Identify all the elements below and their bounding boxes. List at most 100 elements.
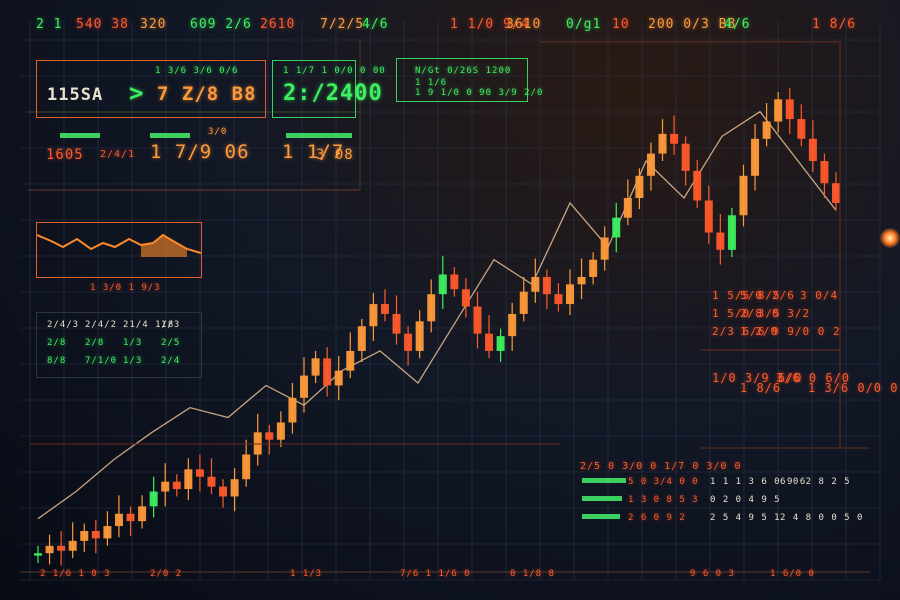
candle-body [219,486,228,497]
right-table-cell: 9 9/0 0 2 [772,325,841,338]
candle-body [612,217,621,238]
ticker-item[interactable]: 1 1/0 9/4 [450,17,530,32]
candle-body [415,321,424,351]
metric-small: 3/0 [208,127,228,137]
ticker-item[interactable]: 4/6 [724,17,751,32]
metric-b: 2/4/1 [100,149,136,160]
candle-body [808,138,817,161]
indicator-bar [150,133,190,138]
table-cell: 1/3 [123,338,143,348]
order-book-cell: 0 2 0 4 9 5 [710,495,781,505]
candle-body [288,397,297,423]
candle-body [276,422,285,440]
candle-body [658,133,667,154]
indicator-bar [286,133,352,138]
table-cell: 2/4/3 [47,320,80,330]
ticker-item[interactable]: 7/2/5 [320,17,365,32]
candle-body [242,454,251,480]
candle-body [265,432,274,440]
candle-body [392,313,401,334]
candle-body [184,469,193,490]
right-table-cell: 2/3 6/6 [712,325,766,338]
candle-body [751,138,760,176]
axis-tick-label: 7/6 1 1/6 0 [400,569,471,579]
order-book-cell: 1 3 0 8 5 3 [628,495,699,505]
ticker-item[interactable]: 4/6 [362,17,389,32]
candle-body [496,336,505,351]
order-book-header: 2/5 0 3/0 0 1/7 0 3/0 0 [580,461,742,472]
candle-body [207,476,216,487]
ticker-item[interactable]: 10 [612,17,630,32]
axis-tick-label: 1 6/0 0 [770,569,815,579]
candle-body [554,294,563,305]
candle-body [635,175,644,198]
candle-body [508,313,517,337]
axis-tick-label: 9 6 0 3 [690,569,735,579]
candle-body [716,232,725,250]
overlay-line-2: 1 9 1/0 0 90 3/9 2/0 [415,88,544,98]
volume-bar [582,478,626,483]
axis-tick-label: 2 1/6 1 0 3 [40,569,111,579]
candle-body [485,333,494,351]
candle-body [195,469,204,477]
candle-body [473,306,482,334]
right-table-cell: 2/8 [740,307,763,320]
chart-grid [20,20,881,581]
candle-body [739,175,748,216]
candle-body [300,375,308,398]
price-panel-center[interactable]: 1 1/7 1 0/0 0 00 2:/2400 [272,60,385,118]
left-data-table: 2/4/3 2/4/2 21/4 1/8 1/3 2/8 2/8 1/3 2/5 8/8 7/1/… [36,312,202,378]
metric-d: 1 1/7 [282,141,345,163]
right-table-cell: 1 5/5 8/5 [712,289,781,302]
candle-body [357,326,366,351]
ticker-item[interactable]: 200 0/3 B8 [648,17,737,32]
price-panel-left-value-a: 115SA [47,85,104,105]
chart-overlay-panel[interactable]: N/Gt 0/26S 1200 1 1/6 1 9 1/0 0 90 3/9 2… [396,58,542,102]
candle-body [68,540,77,551]
volume-bar [582,496,622,501]
right-table-cell: 1 2/0 [740,325,779,338]
candle-body [103,526,112,539]
candle-body [323,358,332,386]
right-table-cell: 5/0 [740,289,763,302]
candle-body [461,289,470,307]
candle-body [670,133,679,144]
candle-body [785,99,794,120]
axis-tick-label: 0 1/8 8 [510,569,555,579]
candle-body [404,333,413,351]
order-book-cell: 6 0 2 8 2 5 [780,477,851,487]
candle-body [646,153,655,176]
candle-body [253,432,262,455]
candle-body [230,479,239,497]
table-cell: 2/4/2 [85,320,118,330]
ticker-item[interactable]: 540 38 [76,17,129,32]
price-panel-left-value-b: 7 Z/8 B8 [157,83,257,105]
right-table-total: 1 8/6 [740,381,782,395]
ticker-item[interactable]: 2 1 [36,17,63,32]
candle-body [346,350,355,371]
candle-body [438,274,447,295]
mini-chart-panel[interactable] [36,222,202,278]
ticker-item[interactable]: 1 8/6 [812,17,857,32]
indicator-bar [60,133,100,138]
right-table-cell: 2/6 [772,289,795,302]
table-cell: 21/4 1/8 [123,320,175,330]
panel-frames [20,40,870,573]
ticker-item[interactable]: 609 2/6 [190,17,252,32]
candle-body [334,370,343,386]
ticker-item[interactable]: 3610 [506,17,542,32]
ticker-item[interactable]: 320 [140,17,167,32]
ticker-item[interactable]: 0/g1 [566,17,602,32]
trend-line-group [37,110,837,520]
ticker-item[interactable]: 2610 [260,17,296,32]
overlay-line-1: 1 1/6 [415,78,448,88]
candle-body [80,531,89,541]
candle-body [57,545,66,551]
order-book-cell: 2 5 4 9 5 1 [710,513,781,523]
price-panel-left[interactable]: 1 3/6 3/6 0/6 115SA > 7 Z/8 B8 [36,60,266,118]
table-cell: 2/8 [85,338,105,348]
candle-body [704,200,713,233]
axis-tick-label: 1 1/3 [290,569,323,579]
candle-body [600,237,609,260]
